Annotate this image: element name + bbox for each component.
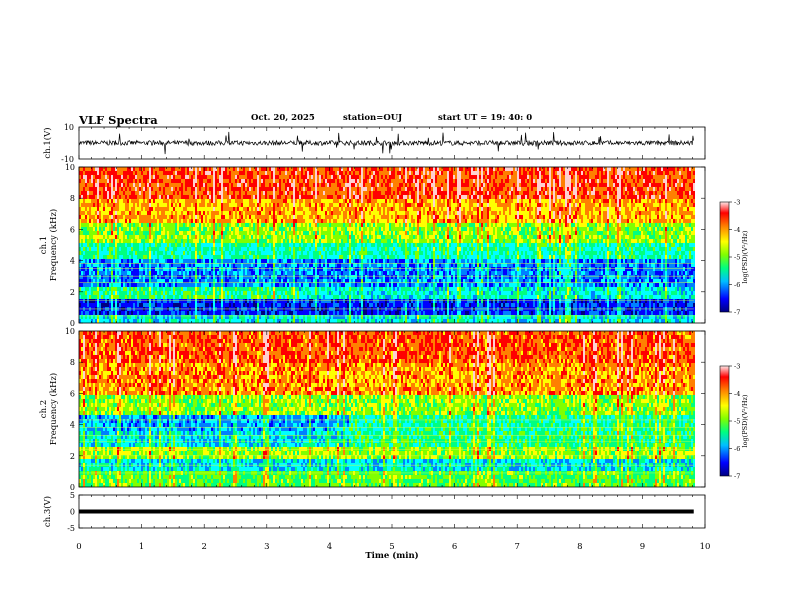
xtick-1: 1 <box>139 542 144 552</box>
xtick-7: 7 <box>514 542 519 552</box>
xtick-5: 5 <box>389 542 394 552</box>
ch1-cbar-tick--7: -7 <box>734 309 740 317</box>
xtick-0: 0 <box>76 542 81 552</box>
ch2-ytick-4: 4 <box>70 421 75 430</box>
ch2-cbar-tick--7: -7 <box>734 473 740 481</box>
spectrogram-2 <box>79 331 695 487</box>
ch1-ytick-4: 4 <box>70 257 75 266</box>
ch1-ytick-10: 10 <box>65 163 75 172</box>
ch1-ytick-8: 8 <box>70 194 75 203</box>
spectrogram-1 <box>79 167 695 323</box>
ch1-cbar-tick--6: -6 <box>734 281 740 289</box>
ch2-ytick-8: 8 <box>70 358 75 367</box>
ch2-cbar-tick--6: -6 <box>734 445 740 453</box>
ch1-colorbar <box>719 201 730 313</box>
xtick-2: 2 <box>201 542 206 552</box>
ch2-ytick-10: 10 <box>65 327 75 336</box>
ch2-ylabel: ch.2 <box>39 400 49 418</box>
ch2-ytick-2: 2 <box>70 452 75 461</box>
ch2-cbar-label: log(PSD)(V²/Hz) <box>741 394 749 447</box>
ch1-ytick-top: 10 <box>64 123 74 132</box>
ch3-ytick-1: 0 <box>70 508 75 517</box>
xtick-3: 3 <box>264 542 269 552</box>
ch3-ytick-0: 5 <box>70 491 75 500</box>
ch1-ytick-6: 6 <box>70 225 75 234</box>
ch2-ytick-0: 0 <box>70 483 75 492</box>
x-axis-label: Time (min) <box>365 550 418 561</box>
xtick-8: 8 <box>577 542 582 552</box>
recording-date: Oct. 20, 2025 <box>251 113 315 123</box>
ch1-waveform-trace <box>78 131 694 155</box>
ch1-ylabel: ch.1(V) <box>42 127 53 158</box>
ch2-freq-label: Frequency (kHz) <box>48 373 59 445</box>
ch1-cbar-tick--4: -4 <box>734 226 740 234</box>
ch2-cbar-tick--5: -5 <box>734 418 740 426</box>
ch1-cbar-label: log(PSD)(V²/Hz) <box>741 230 749 283</box>
station-label: station=OUJ <box>343 113 403 123</box>
xtick-6: 6 <box>452 542 457 552</box>
xtick-4: 4 <box>327 542 332 552</box>
xtick-10: 10 <box>700 542 711 552</box>
ch1-cbar-tick--3: -3 <box>734 199 740 207</box>
ch1-ytick-bottom: -10 <box>61 155 74 164</box>
ch1-ylabel: ch.1 <box>39 236 49 254</box>
ch3-ylabel: ch.3(V) <box>42 496 53 527</box>
ch1-cbar-tick--5: -5 <box>734 254 740 262</box>
ch3-ytick-2: -5 <box>67 524 75 533</box>
chart-title: VLF Spectra <box>79 113 158 127</box>
xtick-9: 9 <box>640 542 645 552</box>
ch2-ytick-6: 6 <box>70 389 75 398</box>
ch1-ytick-2: 2 <box>70 288 75 297</box>
ch2-colorbar <box>719 365 730 477</box>
ch2-cbar-tick--4: -4 <box>734 390 740 398</box>
start-time-label: start UT = 19: 40: 0 <box>438 113 533 123</box>
ch2-cbar-tick--3: -3 <box>734 363 740 371</box>
ch1-ytick-0: 0 <box>70 319 75 328</box>
ch1-freq-label: Frequency (kHz) <box>48 209 59 281</box>
